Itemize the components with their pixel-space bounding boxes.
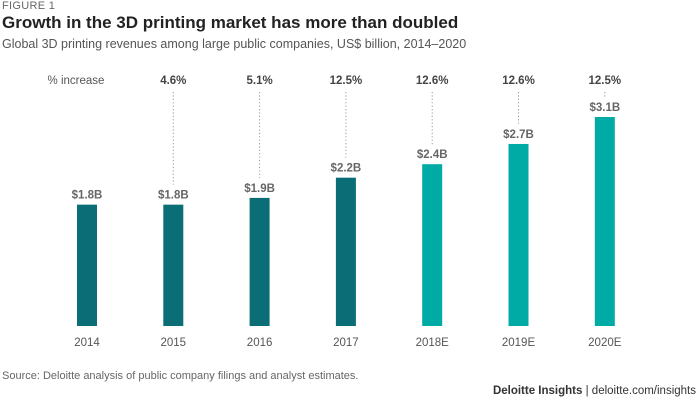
bar	[594, 117, 615, 326]
increase-label: 12.6%	[502, 75, 535, 87]
increase-label: 12.5%	[588, 75, 621, 87]
figure-label: FIGURE 1	[2, 0, 56, 12]
brand-name: Deloitte Insights	[492, 385, 583, 397]
source-note: Source: Deloitte analysis of public comp…	[2, 370, 359, 382]
x-tick-label: 2015	[161, 337, 187, 349]
bar	[77, 204, 97, 326]
brand-footer: Deloitte Insights | deloitte.com/insight…	[493, 385, 696, 397]
bar	[335, 177, 356, 326]
value-label: $3.1B	[589, 102, 620, 114]
x-tick-label: 2018E	[416, 337, 450, 349]
value-label: $1.9B	[244, 183, 275, 195]
value-label: $2.2B	[331, 163, 362, 175]
increase-header: % increase	[48, 75, 105, 87]
x-tick-label: 2017	[333, 337, 359, 349]
brand-separator: |	[585, 385, 589, 397]
increase-label: 4.6%	[160, 75, 186, 87]
chart-title: Growth in the 3D printing market has mor…	[2, 13, 459, 32]
value-label: $1.8B	[72, 190, 103, 202]
value-label: $1.8B	[158, 190, 189, 202]
bar	[422, 164, 443, 326]
increase-label: 12.5%	[330, 75, 363, 87]
value-label: $2.7B	[503, 129, 534, 141]
value-label: $2.4B	[417, 149, 448, 161]
increase-label: 5.1%	[246, 75, 272, 87]
increase-label: 12.6%	[416, 75, 449, 87]
x-tick-label: 2016	[247, 337, 273, 349]
x-tick-label: 2014	[74, 337, 100, 349]
chart-subtitle: Global 3D printing revenues among large …	[2, 37, 467, 51]
brand-url[interactable]: deloitte.com/insights	[591, 385, 696, 397]
bar	[508, 143, 529, 326]
bar	[249, 197, 270, 326]
bar	[163, 204, 184, 326]
x-tick-label: 2019E	[502, 337, 536, 349]
x-tick-label: 2020E	[588, 337, 622, 349]
